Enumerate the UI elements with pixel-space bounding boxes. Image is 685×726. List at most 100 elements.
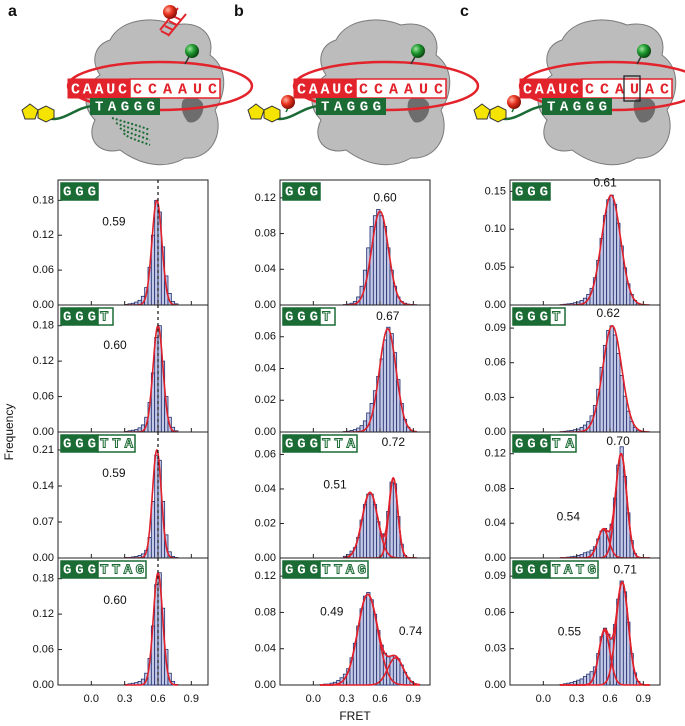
red-dye [163,5,177,19]
y-tick-label: 0.00 [485,679,506,691]
histogram-bar [366,493,371,559]
y-tick-label: 0.02 [255,517,276,529]
y-axis-label: Frequency [2,404,16,461]
fit-curve [343,210,417,306]
plot-frame [509,179,661,306]
dna-dotted [119,127,151,141]
histogram-bar [619,580,624,686]
biotin-icon [473,103,507,123]
plot-frame [279,179,431,306]
histogram-bar [609,325,614,433]
tag-text: GGG [63,563,96,579]
y-tick-label: 0.12 [33,229,54,241]
y-tick-label: 0.18 [33,194,54,206]
tag-box-extension [97,307,114,326]
histogram-bar [366,592,371,686]
plot-frame [57,179,209,306]
tag-box-extension [97,434,136,453]
fit-sum-curve [343,476,417,559]
tag-text: GGG [285,310,318,326]
tag-box-extension [549,434,577,453]
histogram-panel: 0.59 0.00 0.06 0.12 0.18 GGG [33,179,209,311]
y-tick-label: 0.06 [255,331,276,343]
histogram-panel: 0.61 0.00 0.05 0.10 0.15 GGG [485,175,661,311]
tag-box [512,182,551,201]
y-tick-label: 0.09 [485,322,506,334]
green-dye [637,44,651,58]
x-axis-label: FRET [339,709,371,723]
histogram-bar [579,678,584,686]
tag-box [60,182,99,201]
y-tick-label: 0.04 [485,517,506,529]
y-tick-label: 0.00 [255,426,276,438]
tag-text: GGG [515,437,548,453]
plot-frame [57,304,209,433]
y-tick-label: 0.04 [255,263,276,275]
histogram-panel: 0.51 0.72 0.00 0.02 0.04 0.06 GGG TTA [255,431,431,564]
y-tick-label: 0.00 [33,299,54,311]
x-tick-label: 0.0 [536,693,551,705]
dna-text: TAGGG [547,100,607,116]
histogram-bar [382,339,388,433]
tag-box-extension [97,560,147,579]
tag-box-extension [549,560,599,579]
tag-text: GGG [285,185,318,201]
peak-label: 0.60 [103,338,127,352]
tag-box-extension [319,307,336,326]
y-tick-label: 0.00 [33,679,54,691]
plot-frame [279,431,431,559]
panel-letter: b [234,3,244,20]
dna-box [90,98,160,115]
dna-dotted [123,132,151,146]
histogram-panel: 0.60 0.00 0.06 0.12 0.18 GGG T [33,304,209,438]
y-tick-label: 0.07 [33,516,54,528]
enzyme-core [633,97,656,123]
y-tick-label: 0.00 [485,426,506,438]
dna-text: TAGGG [321,100,381,116]
y-tick-label: 0.10 [485,223,506,235]
peak-label: 0.49 [320,604,344,618]
red-dye [507,95,521,109]
y-tick-label: 0.06 [33,264,54,276]
histogram-bar [369,599,374,686]
histogram-bar [582,676,588,686]
y-tick-label: 0.03 [485,643,506,655]
peak-label: 0.60 [373,190,397,204]
peak-label: 0.59 [102,215,126,229]
y-tick-label: 0.00 [485,552,506,564]
rna-box-2 [355,78,447,99]
peak-label: 0.71 [614,562,638,576]
y-tick-label: 0.04 [255,643,276,655]
y-tick-label: 0.21 [33,444,54,456]
y-tick-label: 0.15 [485,185,506,197]
y-tick-label: 0.06 [485,606,506,618]
x-tick-label: 0.9 [636,693,651,705]
histogram-bar [376,209,381,306]
rna-text: CAAUC [297,81,353,98]
histogram-bar [606,329,611,433]
plot-frame [279,304,431,433]
y-tick-label: 0.00 [33,426,54,438]
dna-text: TAGGG [95,100,155,116]
y-tick-label: 0.03 [485,391,506,403]
histogram-bar [386,326,391,433]
x-tick-label: 0.6 [602,693,617,705]
y-tick-label: 0.14 [33,480,54,492]
y-tick-label: 0.18 [33,320,54,332]
y-tick-label: 0.08 [255,606,276,618]
y-tick-label: 0.05 [485,261,506,273]
y-tick-label: 0.09 [485,570,506,582]
x-tick-label: 0.3 [339,693,354,705]
histogram-bar [622,395,628,433]
peak-label: 0.61 [593,175,617,189]
tag-text: T [322,310,330,326]
x-tick-label: 0.0 [84,693,99,705]
dna-dotted [111,117,151,131]
y-tick-label: 0.12 [33,355,54,367]
plot-frame [509,304,661,433]
